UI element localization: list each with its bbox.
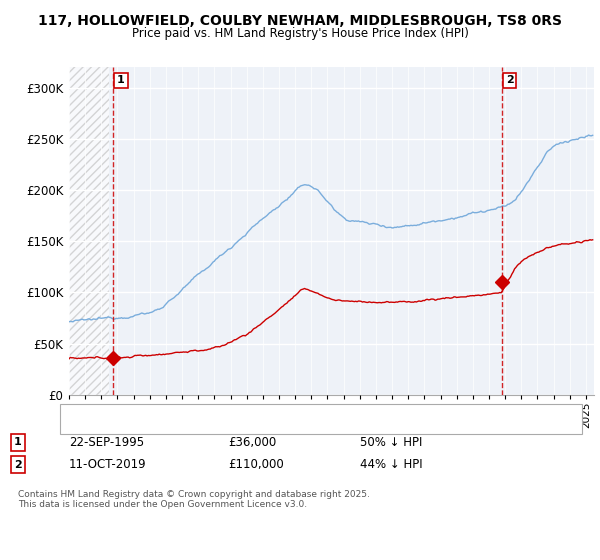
Text: 44% ↓ HPI: 44% ↓ HPI [360, 458, 422, 472]
Text: 1: 1 [14, 437, 22, 447]
Text: Contains HM Land Registry data © Crown copyright and database right 2025.
This d: Contains HM Land Registry data © Crown c… [18, 490, 370, 510]
Text: 11-OCT-2019: 11-OCT-2019 [69, 458, 146, 472]
Text: 2: 2 [14, 460, 22, 470]
Text: 117, HOLLOWFIELD, COULBY NEWHAM, MIDDLESBROUGH, TS8 0RS: 117, HOLLOWFIELD, COULBY NEWHAM, MIDDLES… [38, 14, 562, 28]
Text: 22-SEP-1995: 22-SEP-1995 [69, 436, 144, 449]
Text: 1: 1 [117, 76, 125, 85]
Bar [69, 67, 109, 395]
Text: 117, HOLLOWFIELD, COULBY NEWHAM, MIDDLESBROUGH, TS8 0RS (detached house): 117, HOLLOWFIELD, COULBY NEWHAM, MIDDLES… [87, 404, 532, 414]
Text: 2: 2 [506, 76, 514, 85]
Text: £110,000: £110,000 [228, 458, 284, 472]
Text: —: — [66, 417, 85, 435]
Text: —: — [66, 400, 85, 418]
Text: 50% ↓ HPI: 50% ↓ HPI [360, 436, 422, 449]
Text: £36,000: £36,000 [228, 436, 276, 449]
Text: HPI: Average price, detached house, Middlesbrough: HPI: Average price, detached house, Midd… [87, 421, 357, 431]
Text: Price paid vs. HM Land Registry's House Price Index (HPI): Price paid vs. HM Land Registry's House … [131, 27, 469, 40]
